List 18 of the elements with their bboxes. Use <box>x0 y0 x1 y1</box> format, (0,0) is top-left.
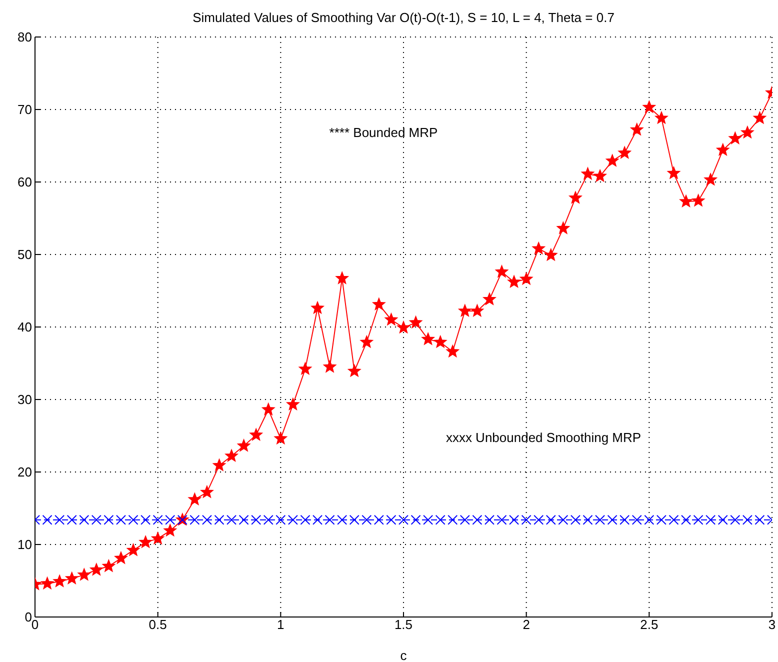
x-tick-label: 0.5 <box>148 617 167 632</box>
y-tick-label: 80 <box>18 30 32 45</box>
y-tick-label: 60 <box>18 174 32 190</box>
annotation: **** Bounded MRP <box>329 125 438 140</box>
y-tick-label: 40 <box>18 320 32 335</box>
x-tick-label: 2 <box>522 617 530 632</box>
x-tick-label: 1 <box>277 617 284 632</box>
x-tick-label: 1.5 <box>394 617 413 632</box>
chart-title: Simulated Values of Smoothing Var O(t)-O(t-1), S = 10, L = 4, Theta = 0.7 <box>192 10 616 25</box>
y-tick-label: 70 <box>18 102 32 118</box>
y-tick-label: 30 <box>18 392 32 408</box>
x-tick-label: 2.5 <box>640 617 658 632</box>
annotation: xxxx Unbounded Smoothing MRP <box>446 430 642 445</box>
y-tick-label: 20 <box>18 464 32 480</box>
y-tick-label: 50 <box>18 247 32 262</box>
x-tick-label: 3 <box>768 617 776 632</box>
x-axis-title: c <box>400 648 408 662</box>
y-tick-label: 10 <box>18 537 32 552</box>
